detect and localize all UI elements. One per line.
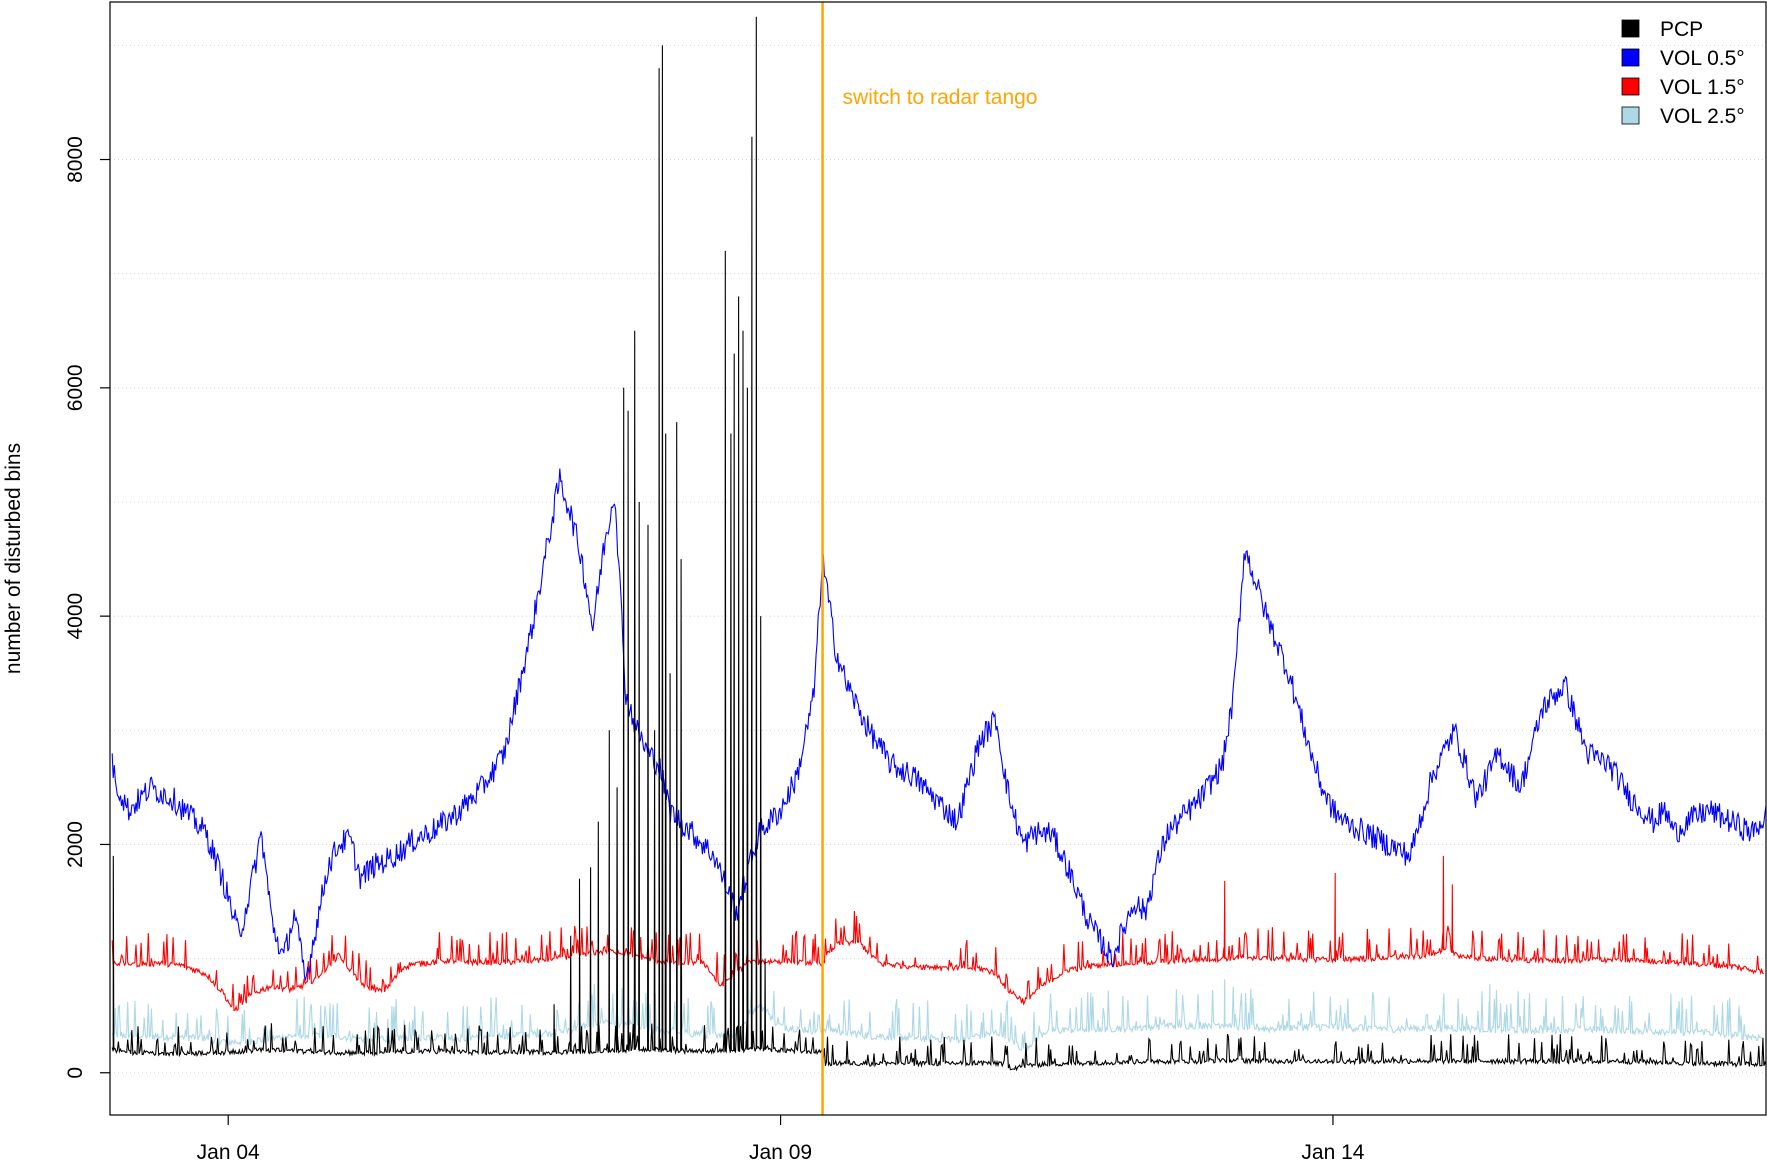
y-tick-label: 6000 [64, 364, 87, 411]
y-tick-label: 2000 [64, 821, 87, 868]
legend-swatch [1621, 106, 1640, 125]
grid-layer [110, 44, 1766, 1074]
y-tick-label: 8000 [64, 136, 87, 183]
annotation-layer: switch to radar tango [821, 2, 1038, 1115]
legend: PCP VOL 0.5° VOL 1.5° VOL 2.5° [1621, 18, 1745, 128]
annotation-text: switch to radar tango [843, 86, 1038, 109]
legend-label: VOL 1.5° [1660, 76, 1745, 99]
y-tick-label: 4000 [64, 593, 87, 640]
y-axis-label: number of disturbed bins [2, 443, 25, 674]
legend-label: PCP [1660, 18, 1703, 41]
legend-swatch [1621, 77, 1640, 96]
axis-layer: Jan 04 Jan 09 Jan 14 0 2000 4000 6000 8000 [64, 136, 1365, 1164]
series-line [111, 468, 1767, 982]
legend-label: VOL 2.5° [1660, 105, 1745, 128]
plot-border [109, 1, 1767, 1116]
x-tick-label: Jan 09 [749, 1141, 812, 1164]
legend-swatch [1621, 19, 1640, 38]
legend-label: VOL 0.5° [1660, 47, 1745, 70]
series-layer [111, 16, 1767, 1072]
y-tick-label: 0 [64, 1067, 87, 1079]
series-line [111, 16, 1767, 1072]
legend-swatch [1621, 48, 1640, 67]
x-tick-label: Jan 14 [1301, 1141, 1364, 1164]
x-tick-label: Jan 04 [197, 1141, 260, 1164]
series-line [111, 924, 1765, 1053]
series-line [111, 855, 1764, 1012]
